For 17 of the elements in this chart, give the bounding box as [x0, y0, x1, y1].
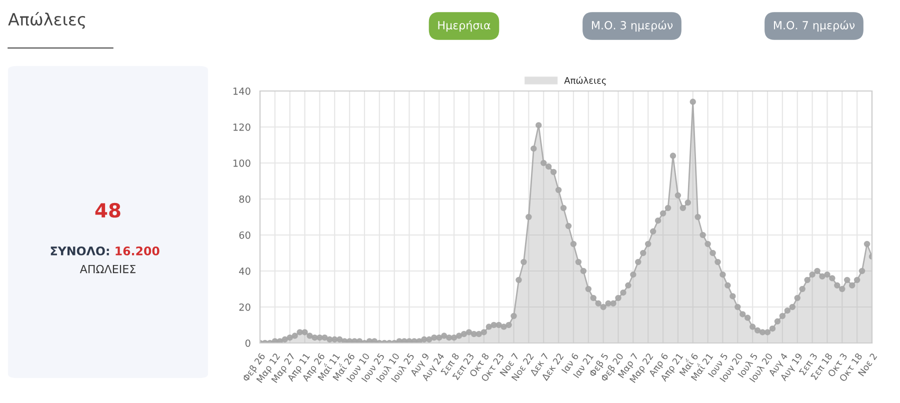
- text: 48: [95, 202, 120, 218]
- text: Μ.Ο. 7 ημερών: [774, 20, 855, 32]
- text: ΑΠΩΛΕΙΕΣ: [80, 264, 136, 274]
- y-tick-label: 0: [245, 339, 250, 347]
- y-tick-label: 20: [239, 303, 250, 311]
- text: Απώλειες: [8, 12, 86, 29]
- text: Ημερήσια: [438, 20, 490, 32]
- y-tick-label: 60: [239, 231, 250, 239]
- y-tick-label: 140: [233, 87, 250, 95]
- y-tick-label: 80: [239, 195, 250, 203]
- y-tick-label: 40: [239, 267, 250, 275]
- y-tick-label: 120: [233, 123, 250, 131]
- y-tick-label: 100: [233, 159, 250, 167]
- legend-label: Απώλειες: [564, 76, 606, 86]
- text: Μ.Ο. 3 ημερών: [592, 20, 673, 32]
- text: ΣΥΝΟΛΟ:: [50, 246, 109, 256]
- text: 16.200: [116, 246, 160, 256]
